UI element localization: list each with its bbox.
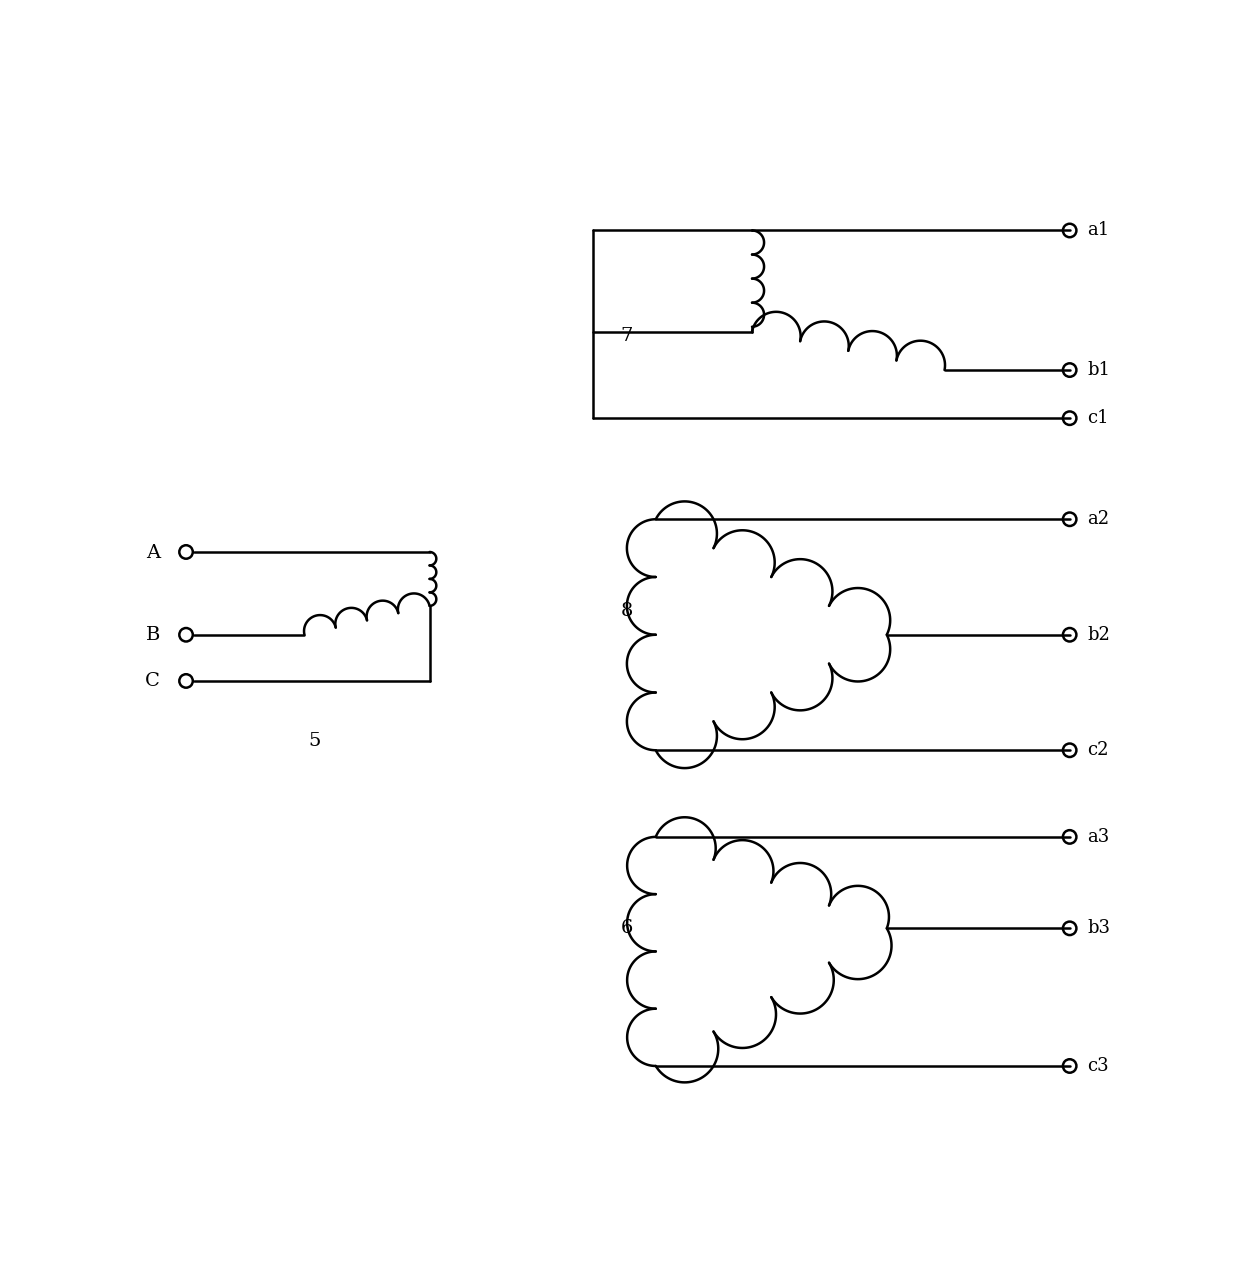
Text: b2: b2: [1087, 625, 1110, 644]
Text: 6: 6: [621, 919, 633, 938]
Text: A: A: [147, 544, 160, 561]
Text: c2: c2: [1087, 741, 1109, 759]
Text: a3: a3: [1087, 828, 1109, 846]
Text: c3: c3: [1087, 1057, 1109, 1074]
Text: a1: a1: [1087, 222, 1109, 240]
Text: 5: 5: [308, 731, 320, 749]
Text: a2: a2: [1087, 510, 1109, 528]
Text: 7: 7: [621, 328, 633, 346]
Text: c1: c1: [1087, 410, 1109, 427]
Text: B: B: [145, 625, 160, 644]
Text: 8: 8: [621, 602, 633, 620]
Text: C: C: [145, 672, 160, 690]
Text: b3: b3: [1087, 919, 1110, 938]
Text: b1: b1: [1087, 361, 1110, 379]
